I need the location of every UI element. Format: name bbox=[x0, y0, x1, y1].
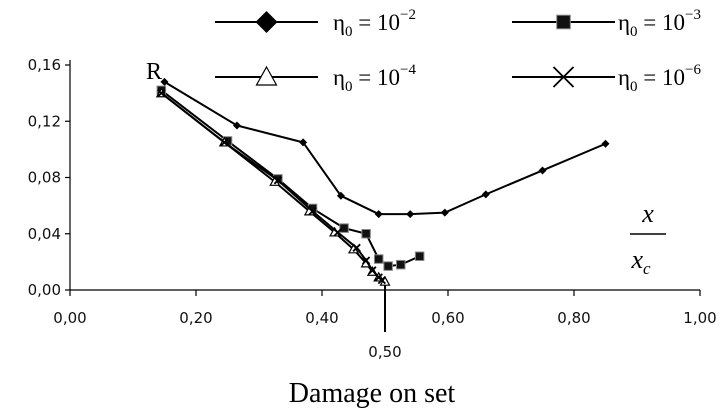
x-tick-label: 1,00 bbox=[683, 309, 716, 327]
ratio-denominator: xc bbox=[630, 245, 651, 278]
data-point-diamond bbox=[406, 210, 415, 219]
series-x bbox=[157, 88, 386, 285]
y-tick-label: 0,16 bbox=[28, 56, 61, 74]
data-point-diamond bbox=[160, 77, 169, 86]
y-tick-label: 0,00 bbox=[28, 281, 61, 299]
y-tick-label: 0,08 bbox=[28, 169, 61, 187]
series-line bbox=[163, 81, 606, 216]
data-point-x bbox=[333, 228, 342, 237]
y-tick-label: 0,04 bbox=[28, 225, 61, 243]
ratio-label: x xc bbox=[630, 199, 666, 278]
x-axis-label: Damage on set bbox=[289, 378, 456, 409]
legend-label: η0 = 10−4 bbox=[333, 62, 416, 95]
data-point-square bbox=[361, 229, 371, 239]
data-point-x bbox=[273, 176, 283, 185]
legend-label: η0 = 10−3 bbox=[618, 7, 701, 40]
y-axis-label: R bbox=[146, 59, 162, 85]
data-point-square bbox=[414, 251, 425, 261]
data-point-diamond bbox=[440, 208, 449, 217]
series-layer bbox=[155, 77, 610, 286]
data-point-diamond bbox=[374, 210, 383, 219]
data-point-x bbox=[368, 266, 377, 275]
series-line bbox=[160, 89, 421, 268]
legend-item-square: η0 = 10−3 bbox=[512, 7, 701, 40]
data-point-diamond bbox=[336, 191, 345, 200]
legend-marker-square bbox=[556, 14, 571, 30]
annotation-label: 0,50 bbox=[368, 343, 401, 361]
legend-label: η0 = 10−6 bbox=[618, 62, 701, 95]
series-diamond bbox=[160, 77, 610, 219]
axes: 0,00 0,04 0,08 0,12 0,16 0,00 0,20 0,40 0,60 0,80… bbox=[28, 56, 717, 361]
legend: η0 = 10−2 η0 = 10−3 η0 = 10−4 η0 = 10−6 bbox=[215, 7, 701, 95]
legend-marker-triangle bbox=[255, 65, 278, 86]
legend-marker-diamond bbox=[255, 11, 278, 33]
data-point-x bbox=[308, 207, 317, 216]
ratio-denominator-base: x bbox=[630, 245, 643, 274]
legend-item-diamond: η0 = 10−2 bbox=[215, 7, 416, 40]
x-tick-label: 0,80 bbox=[557, 309, 590, 327]
data-point-x bbox=[361, 256, 371, 265]
data-point-square bbox=[373, 254, 384, 264]
data-point-diamond bbox=[538, 166, 547, 175]
x-tick-label: 0,00 bbox=[53, 309, 86, 327]
ratio-numerator: x bbox=[641, 199, 654, 228]
data-point-square bbox=[396, 259, 406, 270]
ratio-denominator-sub: c bbox=[643, 259, 651, 278]
legend-item-triangle: η0 = 10−4 bbox=[215, 62, 416, 95]
data-point-diamond bbox=[232, 121, 241, 130]
legend-marker-x bbox=[552, 66, 575, 88]
legend-label: η0 = 10−2 bbox=[333, 7, 416, 40]
y-tick-label: 0,12 bbox=[28, 112, 61, 130]
data-point-x bbox=[157, 88, 166, 98]
data-point-diamond bbox=[601, 139, 610, 148]
x-tick-label: 0,20 bbox=[179, 309, 212, 327]
data-point-x bbox=[377, 276, 386, 285]
x-tick-label: 0,60 bbox=[431, 309, 464, 327]
data-point-square bbox=[339, 223, 349, 233]
data-point-diamond bbox=[481, 190, 490, 199]
series-square bbox=[156, 85, 425, 271]
data-point-x bbox=[220, 138, 229, 147]
x-tick-label: 0,40 bbox=[305, 309, 338, 327]
data-point-x bbox=[352, 243, 361, 252]
data-point-diamond bbox=[299, 138, 308, 147]
legend-item-x: η0 = 10−6 bbox=[512, 62, 701, 95]
data-point-square bbox=[383, 261, 393, 271]
